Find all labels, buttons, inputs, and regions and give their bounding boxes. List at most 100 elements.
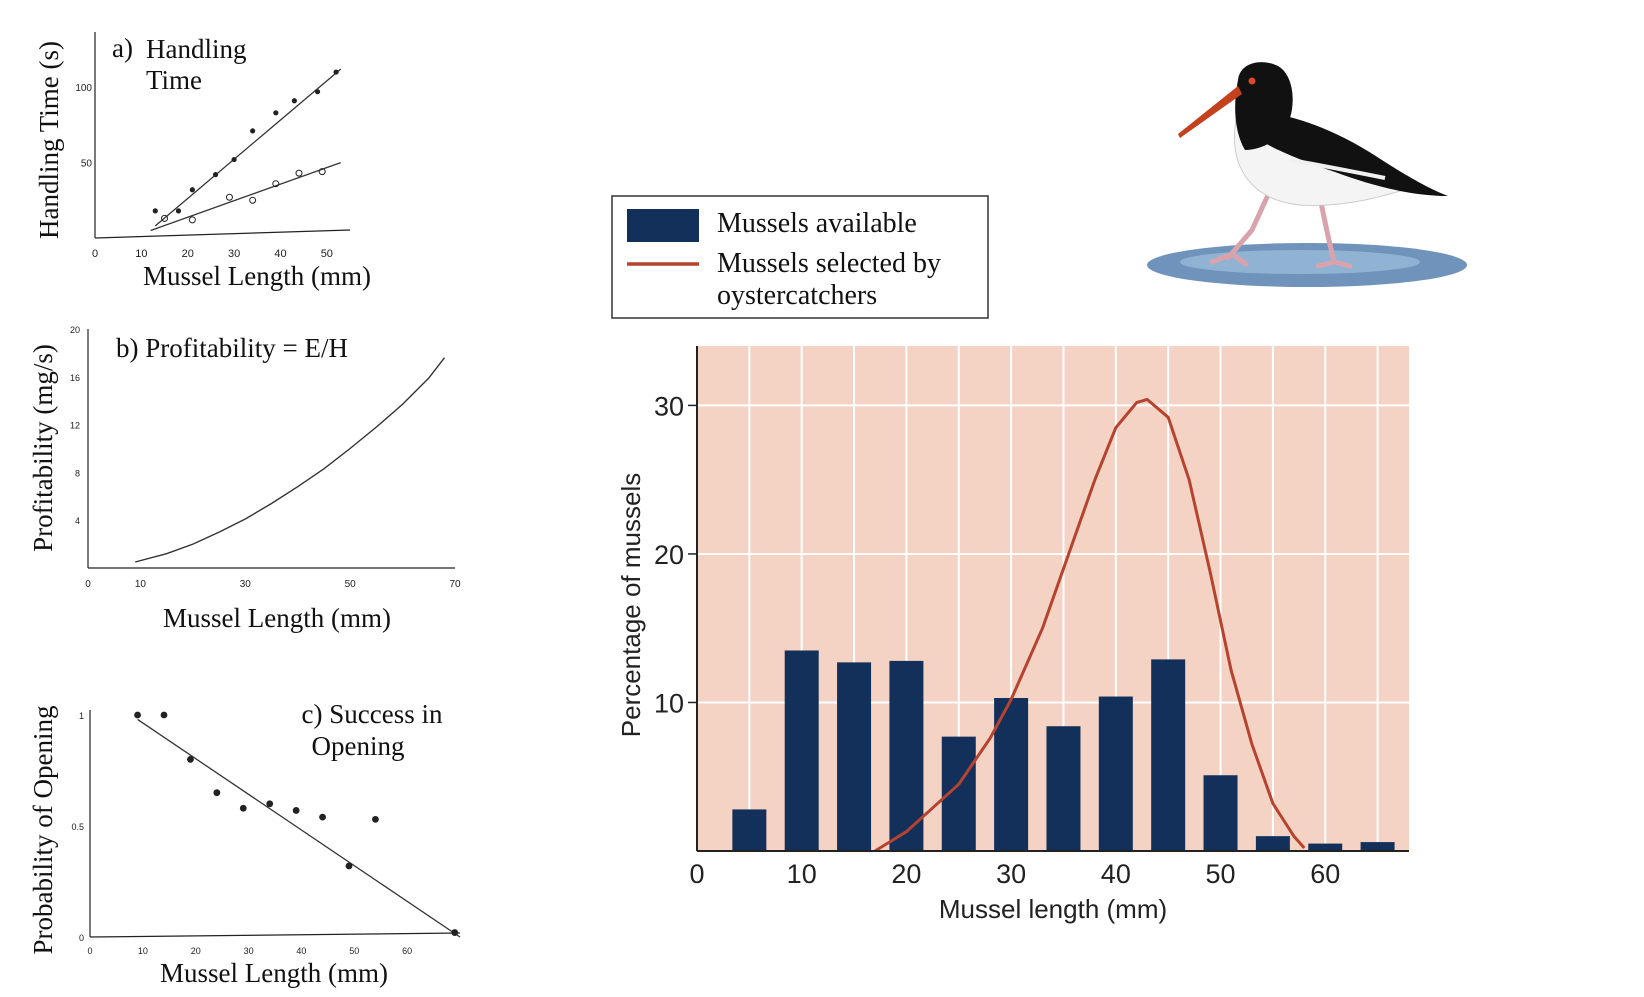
opening-success-point	[451, 929, 459, 936]
opening-success-y-axis-label: Probability of Opening	[28, 706, 58, 955]
opening-success-fit-line	[137, 718, 461, 938]
handling-time-point	[231, 156, 237, 163]
opening-success-point	[319, 813, 326, 821]
handling-time-y-tick-label: 100	[75, 83, 92, 94]
opening-success-y-tick-label: 1	[79, 711, 84, 721]
mussel-selection-bar	[732, 809, 767, 851]
opening-success-title: c) Success in	[302, 699, 443, 729]
legend-label-selected: Mussels selected by	[717, 248, 941, 279]
opening-success-x-tick-label: 20	[191, 946, 201, 956]
handling-time-x-tick-label: 30	[228, 248, 240, 260]
water-highlight	[1180, 250, 1420, 274]
opening-success-x-axis-label: Mussel Length (mm)	[160, 958, 388, 988]
handling-time-point-open	[225, 193, 233, 201]
mussel-selection-x-tick-label: 10	[787, 859, 817, 889]
handling-time-point-open	[318, 168, 326, 176]
chart-handling-time: 0 10 20 30 40 50 50 100 a) Handling Time Mussel…	[34, 32, 371, 291]
handling-time-x-tick-label: 20	[182, 248, 194, 260]
mussel-selection-curve	[874, 398, 1306, 853]
profitability-curve	[135, 357, 446, 563]
bird-beak	[1178, 86, 1242, 138]
handling-time-y-axis-label: Handling Time (s)	[34, 41, 64, 239]
profitability-x-tick-label: 10	[135, 579, 147, 590]
handling-time-x-axis	[94, 229, 351, 239]
profitability-x-axis-label: Mussel Length (mm)	[163, 603, 391, 633]
bird-leg	[1315, 195, 1353, 269]
mussel-selection-x-tick-label: 0	[689, 859, 704, 889]
handling-time-point-open	[249, 196, 257, 204]
handling-time-x-tick-label: 10	[135, 248, 147, 260]
handling-time-point-open	[161, 214, 169, 222]
opening-success-plot-area: 0 10 20 30 40 50 60 0 0.5 1	[71, 710, 461, 956]
handling-time-x-tick-label: 0	[92, 248, 98, 260]
mussel-selection-y-tick-label: 10	[654, 688, 684, 718]
mussel-selection-bar	[1255, 836, 1290, 851]
mussel-selection-bar	[1203, 775, 1238, 851]
profitability-y-axis-label: Profitability (mg/s)	[28, 344, 58, 552]
mussel-selection-x-tick-label: 50	[1206, 859, 1236, 889]
mussel-selection-x-tick-label: 30	[996, 859, 1026, 889]
legend-label-selected-line2: oystercatchers	[717, 280, 877, 311]
opening-success-point	[292, 807, 300, 814]
oystercatcher-illustration	[1147, 62, 1467, 287]
handling-time-x-axis-label: Mussel Length (mm)	[143, 261, 371, 291]
mussel-selection-bar	[1360, 842, 1395, 851]
bird-leg	[1209, 192, 1271, 267]
opening-success-x-tick-label: 50	[349, 946, 359, 956]
legend: Mussels available Mussels selected by oy…	[611, 195, 989, 319]
opening-success-y-tick-label: 0	[79, 933, 84, 943]
handling-time-point	[152, 208, 158, 214]
mussel-selection-x-tick-label: 20	[891, 859, 921, 889]
mussel-selection-plot-area: 0 10 20 30 40 50 60 10 20 30	[654, 346, 1409, 889]
opening-success-x-tick-label: 60	[402, 946, 412, 956]
profitability-title: b) Profitability = E/H	[116, 333, 348, 363]
mussel-selection-bar	[1151, 659, 1186, 851]
handling-time-fit-line	[150, 161, 341, 232]
bird-wing	[1252, 112, 1448, 196]
opening-success-y-tick-label: 0.5	[71, 822, 84, 832]
profitability-x-tick-label: 50	[345, 579, 357, 590]
mussel-selection-bar	[1046, 726, 1081, 851]
handling-time-fit-line	[154, 68, 342, 227]
profitability-y-tick-label: 12	[70, 421, 80, 431]
opening-success-point	[187, 756, 194, 763]
mussel-selection-x-tick-label: 40	[1101, 859, 1131, 889]
mussel-selection-y-tick-label: 30	[654, 391, 684, 421]
handling-time-point	[273, 110, 279, 116]
mussel-selection-bar	[889, 660, 924, 851]
handling-time-x-tick-label: 50	[321, 248, 333, 260]
handling-time-point	[333, 69, 339, 75]
mussel-selection-y-tick-label: 20	[654, 540, 684, 570]
mussel-selection-x-axis-label: Mussel length (mm)	[939, 894, 1167, 924]
mussel-selection-bar	[1308, 843, 1343, 851]
handling-time-point	[212, 172, 219, 178]
handling-time-point	[175, 208, 182, 214]
handling-time-y-tick-label: 50	[81, 159, 93, 170]
bird-wing-stripe	[1289, 158, 1386, 180]
opening-success-point	[213, 789, 221, 797]
handling-time-title: Handling	[146, 34, 247, 64]
chart-profitability: 0 10 30 50 70 4 8 12 16 20 b) Profitability = E/H…	[28, 325, 461, 633]
handling-time-point-open	[188, 216, 196, 224]
handling-time-point	[314, 89, 321, 95]
profitability-y-tick-label: 16	[70, 373, 80, 383]
bird-head-neck	[1235, 62, 1293, 150]
handling-time-plot-area: 0 10 20 30 40 50 50 100	[75, 32, 351, 260]
handling-time-point	[291, 98, 297, 104]
handling-time-x-tick-label: 40	[274, 248, 286, 260]
opening-success-x-tick-label: 30	[244, 946, 254, 956]
mussel-selection-bar	[837, 662, 872, 851]
chart-mussel-selection: 0 10 20 30 40 50 60 10 20 30 Mussel length (mm) P…	[611, 195, 1409, 924]
opening-success-title-line2: Opening	[312, 731, 405, 761]
bird-eye	[1248, 77, 1256, 85]
legend-swatch-available	[627, 209, 699, 242]
chart-opening-success: 0 10 20 30 40 50 60 0 0.5 1 c) Success in Opening…	[28, 699, 461, 988]
profitability-plot-area: 0 10 30 50 70 4 8 12 16 20	[70, 325, 461, 590]
opening-success-point	[345, 862, 353, 870]
mussel-selection-bar	[784, 650, 819, 851]
mussel-selection-bar	[1098, 696, 1133, 851]
mussel-selection-x-tick-label: 60	[1310, 859, 1340, 889]
opening-success-x-tick-label: 10	[138, 946, 148, 956]
opening-success-point	[266, 800, 274, 808]
